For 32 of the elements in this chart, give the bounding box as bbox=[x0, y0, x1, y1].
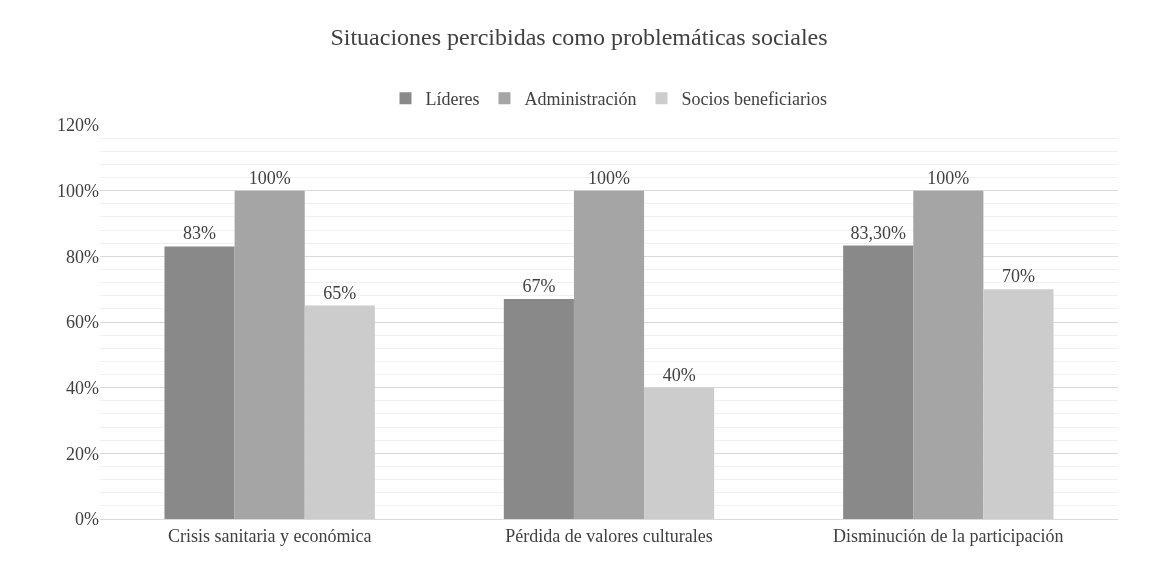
data-label: 40% bbox=[662, 364, 696, 385]
y-tick-label: 40% bbox=[66, 377, 99, 398]
bar bbox=[843, 245, 914, 519]
legend-label: Socios beneficiarios bbox=[681, 89, 827, 110]
x-tick-label: Crisis sanitaria y económica bbox=[167, 525, 372, 546]
data-label: 67% bbox=[522, 276, 556, 297]
y-tick-label: 60% bbox=[66, 312, 99, 333]
x-tick-label: Disminución de la participación bbox=[833, 525, 1064, 546]
bar bbox=[913, 190, 984, 519]
legend-label: Administración bbox=[524, 89, 637, 110]
y-tick-label: 100% bbox=[57, 180, 99, 201]
y-tick-label: 80% bbox=[66, 246, 99, 267]
chart-title: Situaciones percibidas como problemáticas sociales bbox=[330, 24, 828, 51]
bar bbox=[164, 246, 235, 519]
bar bbox=[304, 305, 375, 519]
data-label: 100% bbox=[248, 167, 291, 188]
data-label: 100% bbox=[588, 167, 630, 188]
bar bbox=[644, 387, 715, 519]
y-tick-label: 120% bbox=[57, 115, 99, 136]
bar bbox=[503, 299, 574, 519]
data-label: 83,30% bbox=[850, 222, 906, 243]
bar bbox=[983, 289, 1054, 519]
y-tick-label: 0% bbox=[75, 509, 99, 530]
data-label: 70% bbox=[1001, 266, 1035, 287]
x-tick-label: Pérdida de valores culturales bbox=[505, 525, 713, 546]
y-tick-label: 20% bbox=[66, 443, 99, 464]
data-label: 65% bbox=[323, 282, 357, 303]
data-label: 100% bbox=[927, 167, 970, 188]
data-label: 83% bbox=[183, 223, 217, 244]
bar bbox=[573, 190, 645, 519]
bar bbox=[234, 190, 305, 519]
legend-label: Líderes bbox=[425, 89, 480, 110]
